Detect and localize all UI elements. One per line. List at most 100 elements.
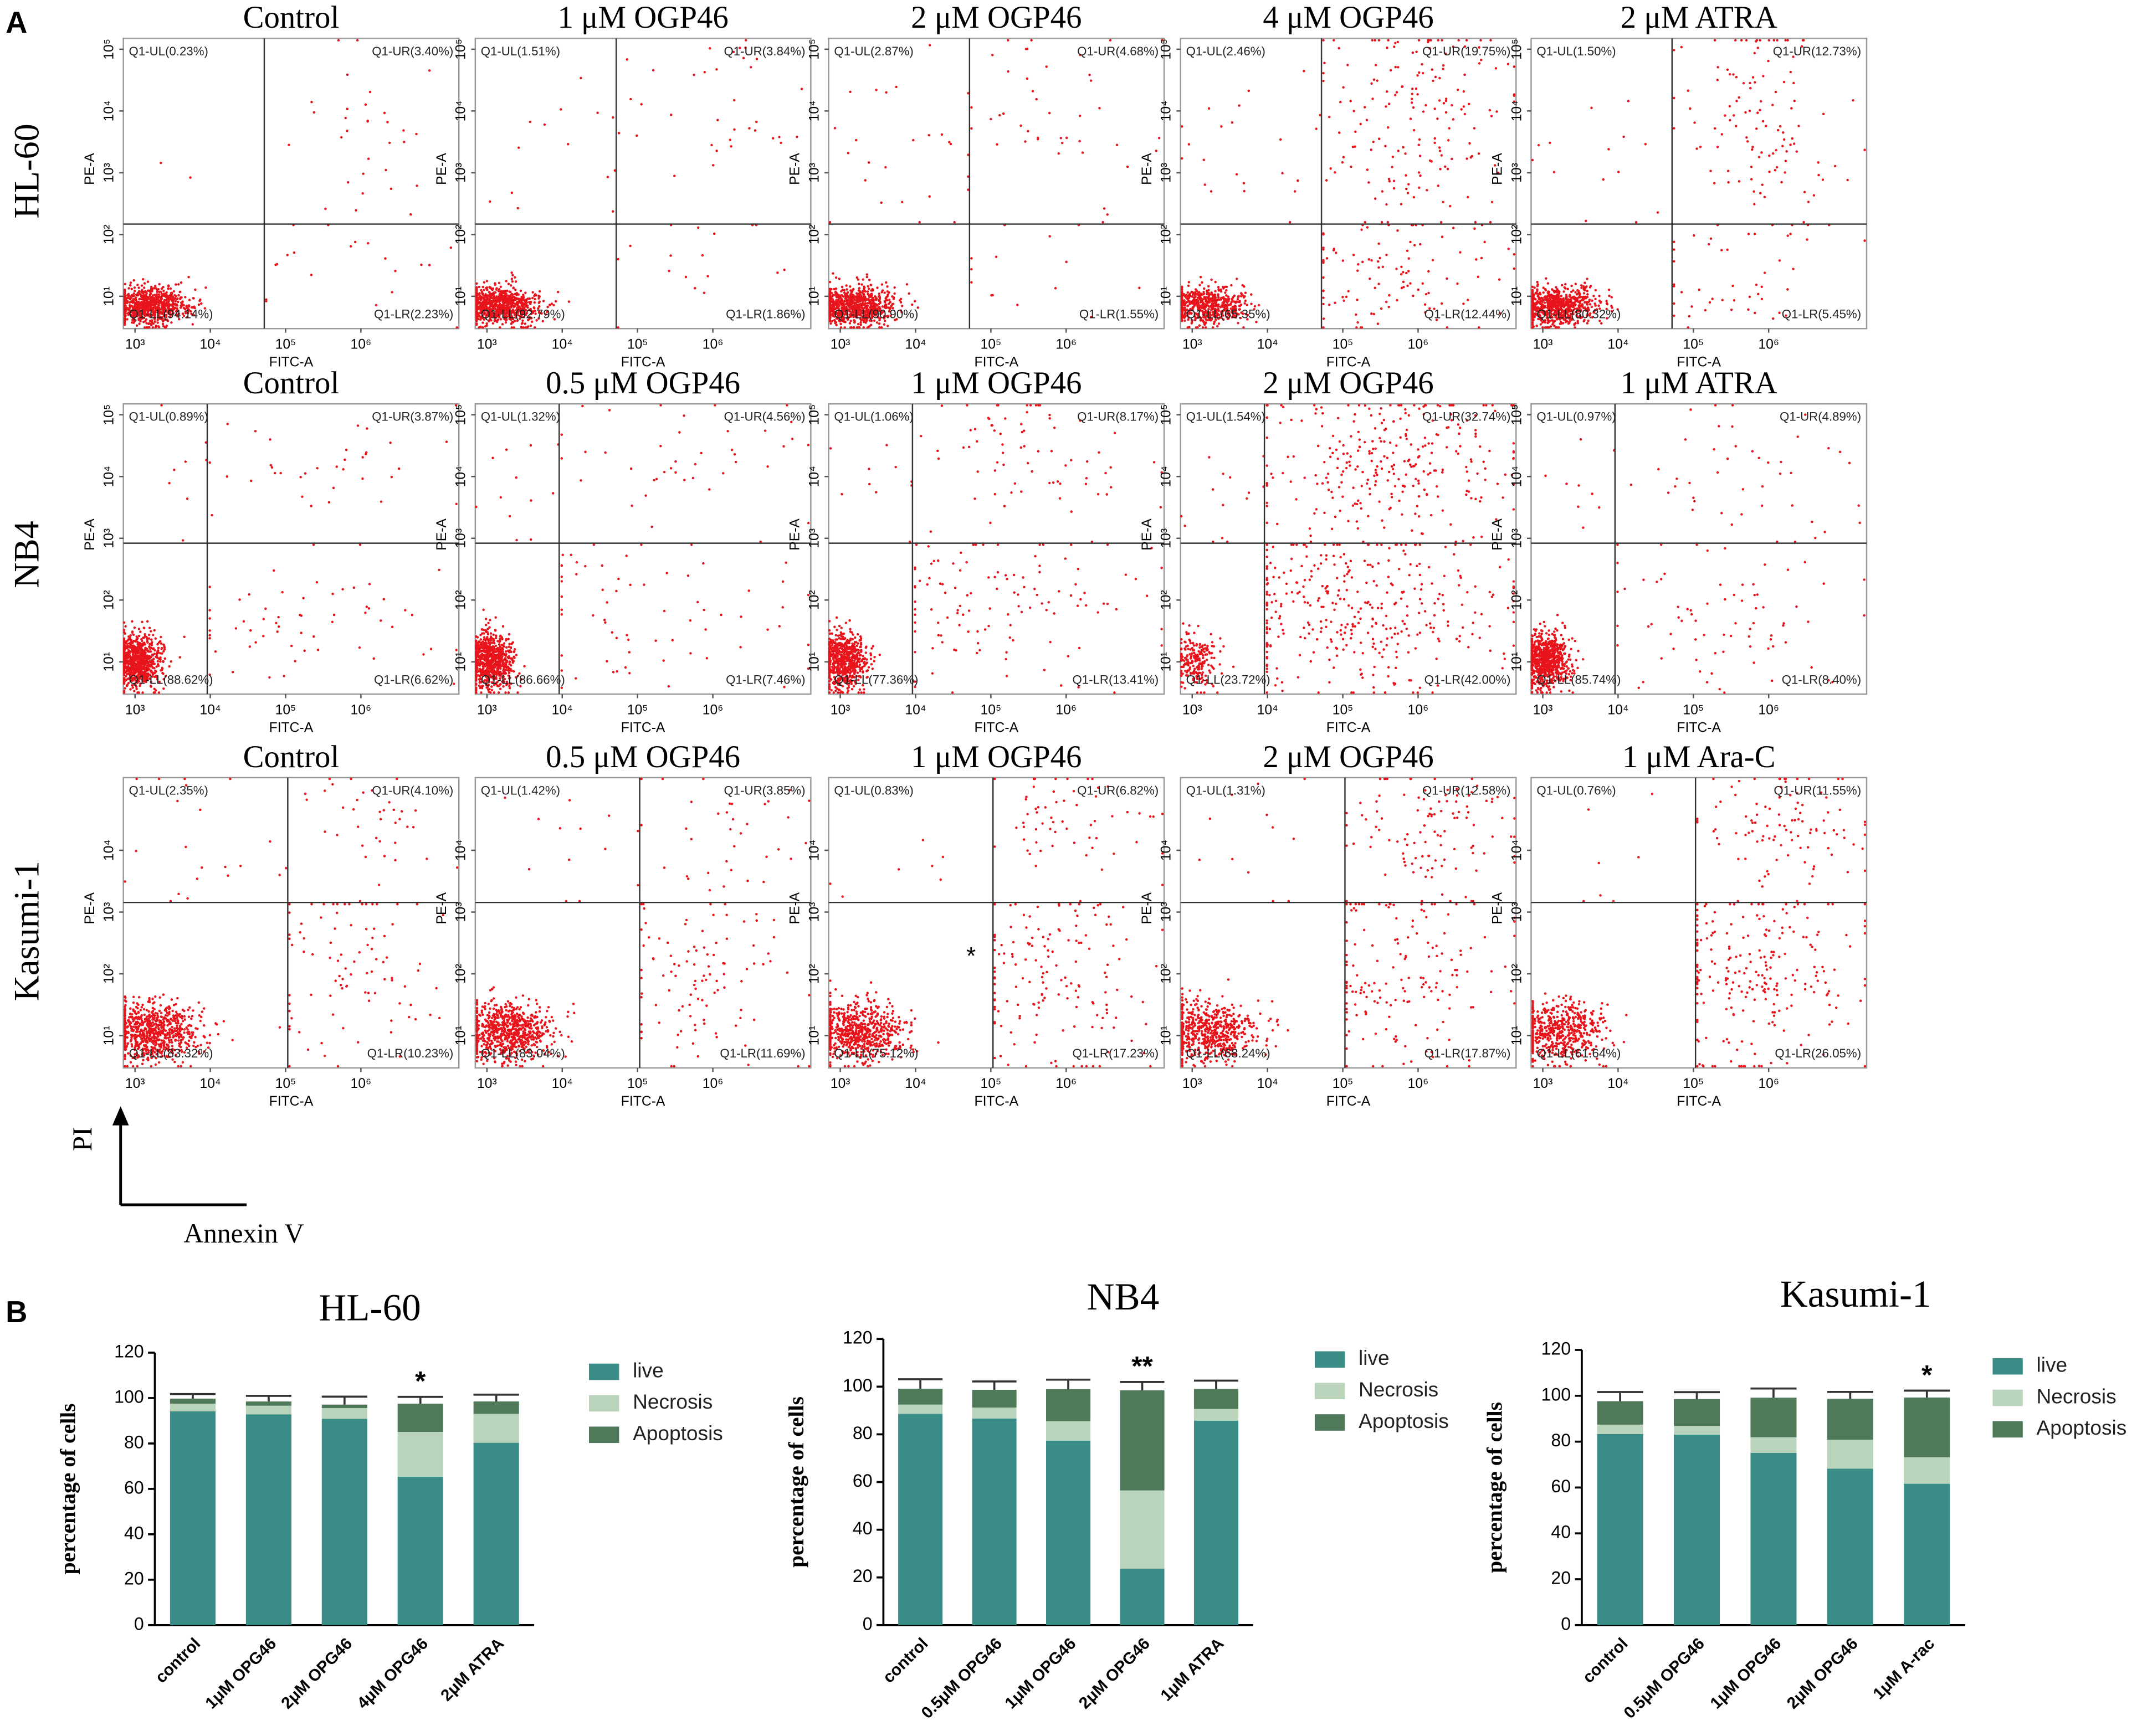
event-dot xyxy=(529,324,532,327)
event-dot xyxy=(332,486,335,490)
event-dot xyxy=(394,269,397,273)
event-dot xyxy=(606,176,609,178)
event-dot xyxy=(1342,156,1345,158)
event-dot xyxy=(850,291,853,294)
event-dot xyxy=(1586,278,1588,280)
event-dot xyxy=(481,285,484,289)
event-dot xyxy=(1438,76,1441,80)
event-dot xyxy=(880,283,884,286)
event-dot xyxy=(269,438,271,441)
event-dot xyxy=(1583,289,1586,292)
event-dot xyxy=(131,631,134,634)
x-tick-label: 10⁶ xyxy=(1055,337,1077,352)
event-dot xyxy=(1247,89,1251,93)
event-dot xyxy=(1572,289,1575,292)
event-dot xyxy=(340,136,343,139)
event-dot xyxy=(1202,290,1205,294)
event-dot xyxy=(617,326,619,329)
event-dot xyxy=(163,326,167,329)
event-dot xyxy=(1396,66,1400,69)
event-dot xyxy=(1394,65,1397,69)
event-dot xyxy=(145,296,147,299)
event-dot xyxy=(1747,308,1750,311)
event-dot xyxy=(1751,76,1755,79)
event-dot xyxy=(141,289,144,291)
event-dot xyxy=(859,321,862,324)
event-dot xyxy=(525,298,528,301)
event-dot xyxy=(1774,168,1777,172)
event-dot xyxy=(526,326,529,329)
event-dot xyxy=(293,251,296,254)
event-dot xyxy=(1024,48,1028,50)
event-dot xyxy=(1756,111,1759,114)
y-tick-label: 10³ xyxy=(101,163,116,183)
event-dot xyxy=(1748,109,1751,112)
event-dot xyxy=(852,326,855,329)
event-dot xyxy=(1582,285,1585,288)
event-dot xyxy=(1709,170,1712,172)
plot-title: 4 μM OGP46 xyxy=(1263,0,1433,35)
event-dot xyxy=(475,308,478,311)
event-dot xyxy=(1690,305,1693,308)
event-dot xyxy=(143,282,146,285)
event-dot xyxy=(127,287,130,290)
event-dot xyxy=(1432,79,1434,83)
x-tick-label: 10³ xyxy=(1182,337,1202,352)
event-dot xyxy=(1431,259,1434,261)
event-dot xyxy=(1397,150,1400,152)
event-dot xyxy=(1448,127,1451,130)
event-dot xyxy=(366,427,368,430)
event-dot xyxy=(135,687,138,690)
event-dot xyxy=(346,73,349,76)
event-dot xyxy=(170,660,172,663)
event-dot xyxy=(1415,50,1418,53)
plot-title: 1 μM OGP46 xyxy=(557,0,728,35)
event-dot xyxy=(858,287,861,290)
event-dot xyxy=(970,106,973,109)
event-dot xyxy=(876,286,879,289)
event-dot xyxy=(1185,296,1188,299)
plot-frame xyxy=(122,403,460,695)
event-dot xyxy=(538,290,541,293)
event-dot xyxy=(1181,311,1184,315)
event-dot xyxy=(730,145,732,148)
event-dot xyxy=(754,129,757,132)
event-dot xyxy=(844,293,848,296)
key-arrowhead xyxy=(112,1106,129,1126)
event-dot xyxy=(1531,310,1534,312)
event-dot xyxy=(368,90,372,94)
event-dot xyxy=(138,297,141,301)
event-dot xyxy=(1389,69,1392,72)
event-dot xyxy=(531,296,534,300)
event-dot xyxy=(1180,309,1183,312)
event-dot xyxy=(1673,96,1675,100)
event-dot xyxy=(1716,66,1719,69)
event-dot xyxy=(160,635,162,639)
event-dot xyxy=(182,304,185,307)
event-dot xyxy=(349,245,352,248)
event-dot xyxy=(885,281,888,284)
event-dot xyxy=(1198,304,1201,307)
quadrant-label: Q1-LL(94.14%) xyxy=(129,307,213,321)
event-dot xyxy=(1748,295,1751,299)
event-dot xyxy=(1784,39,1787,42)
event-dot xyxy=(1396,229,1399,232)
event-dot xyxy=(556,290,560,294)
event-dot xyxy=(486,302,489,305)
event-dot xyxy=(511,274,514,277)
event-dot xyxy=(1749,86,1752,90)
event-dot xyxy=(133,320,136,323)
event-dot xyxy=(1551,323,1554,326)
event-dot xyxy=(1376,79,1379,82)
event-dot xyxy=(1789,70,1792,74)
event-dot xyxy=(1727,181,1730,184)
event-dot xyxy=(849,326,852,329)
event-dot xyxy=(310,505,312,507)
event-dot xyxy=(1580,286,1583,290)
event-dot xyxy=(829,322,832,325)
event-dot xyxy=(1026,77,1029,80)
event-dot xyxy=(1322,261,1325,264)
event-dot xyxy=(150,302,153,306)
event-dot xyxy=(189,176,192,179)
event-dot xyxy=(684,275,688,279)
